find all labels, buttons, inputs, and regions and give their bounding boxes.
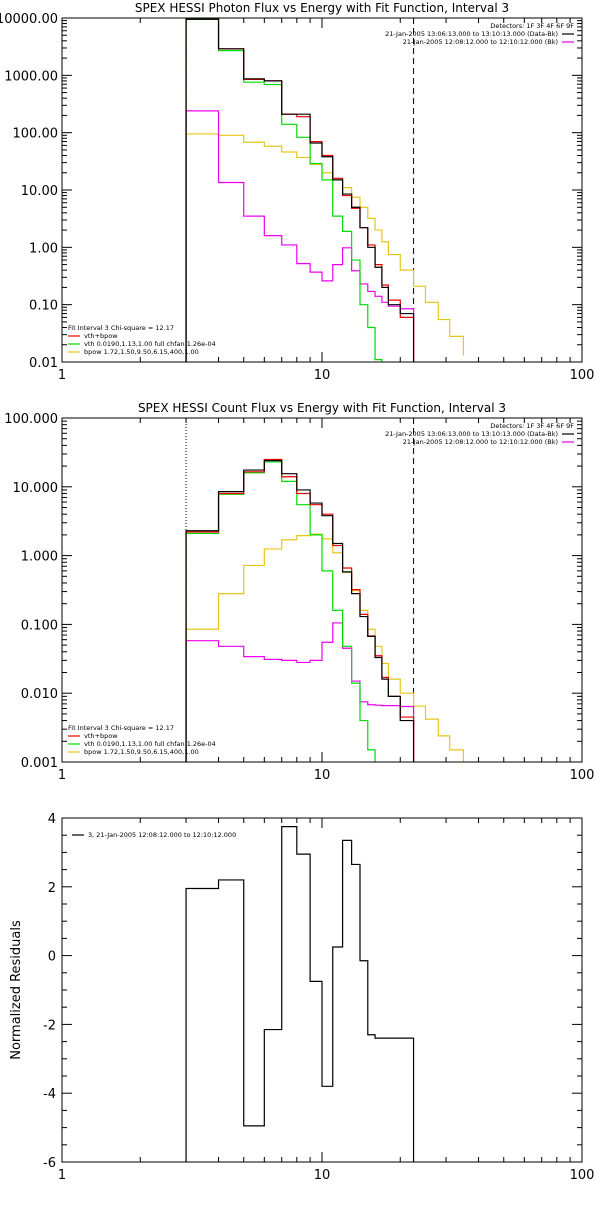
legend-top-right-item: 21-Jan-2005 12:08:12.000 to 12:10:12.000… [403, 438, 558, 446]
chart-panel-1: SPEX HESSI Photon Flux vs Energy with Fi… [0, 1, 594, 383]
series-line-background [185, 622, 415, 762]
legend-bottom-left: Fit Interval 3 Chi-square = 12.17vth+bpo… [68, 324, 216, 356]
series-line-background [185, 110, 415, 362]
legend-entry: vth 0.0190,1.13,1.00 full chfan 1.26e-04 [84, 340, 216, 348]
legend-top-right-item: 21-Jan-2005 13:06:13.000 to 13:10:13.000… [385, 430, 558, 438]
y-tick-label: 2 [48, 881, 56, 896]
legend-top-right-item: 21-Jan-2005 12:08:12.000 to 12:10:12.000… [403, 38, 558, 46]
plot-frame [61, 17, 583, 363]
x-tick-label: 10 [314, 1168, 331, 1183]
x-tick-label: 100 [570, 768, 595, 783]
series-line-bpow [185, 533, 465, 762]
y-tick-label: 1.000 [21, 550, 58, 565]
y-tick-label: -4 [43, 1087, 56, 1102]
y-tick-label: 1.00 [29, 241, 58, 256]
y-tick-label: 0.10 [29, 299, 58, 314]
x-tick-label: 1 [58, 368, 66, 383]
y-tick-label: 10000.00 [0, 12, 58, 27]
legend-residuals: 3, 21-Jan-2005 12:08:12.000 to 12:10:12.… [72, 831, 236, 839]
series-group [185, 458, 465, 762]
legend-entry: 3, 21-Jan-2005 12:08:12.000 to 12:10:12.… [88, 831, 236, 839]
legend-top-right-item: 21-Jan-2005 13:06:13.000 to 13:10:13.000… [385, 30, 558, 38]
y-tick-label: 10.00 [21, 184, 58, 199]
legend-entry: vth+bpow [84, 332, 118, 340]
x-tick-label: 1 [58, 1168, 66, 1183]
chart-title: SPEX HESSI Count Flux vs Energy with Fit… [138, 401, 506, 415]
plot-frame [61, 817, 583, 1163]
legend-entry: vth 0.0190,1.13,1.00 full chfan 1.26e-04 [84, 740, 216, 748]
x-tick-label: 10 [314, 768, 331, 783]
y-tick-label: 4 [48, 812, 56, 827]
y-axis-ticks [62, 17, 582, 363]
x-tick-label: 100 [570, 1168, 595, 1183]
y-tick-label: 0 [48, 950, 56, 965]
series-line-total [185, 460, 415, 762]
legend-top-right-item: Detectors: 1F 3F 4F 6F 9F [490, 422, 574, 430]
chart-panel-3: Normalized Residuals 1 10 100 -6 -4 -2 0 2 4 3, 21… [9, 812, 594, 1183]
series-group [185, 18, 465, 362]
series-group [185, 826, 415, 1162]
legend-top-right-item: Detectors: 1F 3F 4F 6F 9F [490, 22, 574, 30]
legend-entry: bpow 1.72,1.50,9.50,6.15,400,1.00 [84, 348, 199, 356]
y-tick-label: 0.010 [21, 687, 58, 702]
y-tick-label: -2 [43, 1018, 56, 1033]
series-line-total [185, 18, 415, 362]
y-tick-label: 0.100 [21, 618, 58, 633]
y-tick-label: 10.000 [13, 481, 59, 496]
y-axis-label: Normalized Residuals [9, 920, 24, 1060]
series-line-bpow [185, 133, 465, 362]
y-tick-label: 100.00 [13, 127, 59, 142]
legend-header: Fit Interval 3 Chi-square = 12.17 [68, 324, 174, 332]
x-tick-label: 100 [570, 368, 595, 383]
y-tick-label: -6 [43, 1156, 56, 1171]
chart-title: SPEX HESSI Photon Flux vs Energy with Fi… [135, 1, 509, 15]
series-line-total [185, 826, 415, 1162]
x-tick-label: 10 [314, 368, 331, 383]
x-tick-label: 1 [58, 768, 66, 783]
y-tick-label: 0.01 [29, 356, 58, 371]
legend-header: Fit Interval 3 Chi-square = 12.17 [68, 724, 174, 732]
legend-bottom-left: Fit Interval 3 Chi-square = 12.17vth+bpo… [68, 724, 216, 756]
legend-entry: bpow 1.72,1.50,9.50,6.15,400,1.00 [84, 748, 199, 756]
legend-entry: vth+bpow [84, 732, 118, 740]
plot-frame [61, 417, 583, 763]
series-line-vthpow [185, 458, 415, 762]
y-tick-label: 0.001 [21, 756, 58, 771]
y-tick-label: 100.000 [4, 412, 58, 427]
chart-panel-2: SPEX HESSI Count Flux vs Energy with Fit… [4, 401, 594, 783]
y-tick-label: 1000.00 [4, 69, 58, 84]
